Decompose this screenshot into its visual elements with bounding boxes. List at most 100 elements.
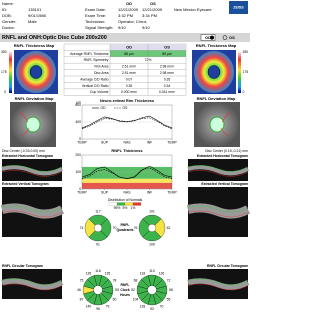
clinic: New Mexico Eyecare — [174, 7, 212, 12]
sector-value: 55 — [167, 297, 171, 301]
disc — [29, 65, 43, 79]
scale-label: 0 — [243, 90, 245, 94]
label: DOB: — [2, 13, 12, 18]
series-line — [81, 167, 173, 180]
tomogram-layer — [187, 283, 249, 291]
column-header: OD — [126, 45, 132, 50]
x-tick-label: INF — [147, 140, 152, 144]
sector-value: 135 — [86, 271, 92, 275]
legend-label: OD — [101, 106, 107, 110]
tomogram-layer — [1, 283, 63, 291]
cell: 0.34 — [164, 84, 171, 88]
sector-value: 126 — [159, 271, 165, 275]
normative-band — [82, 182, 172, 189]
normative-band — [82, 155, 172, 167]
sector-value: 60 — [113, 297, 117, 301]
tomogram-layer — [0, 203, 65, 219]
panel-title: Extracted Vertical Tomogram — [2, 182, 49, 186]
chart-title: RNFL Thickness — [111, 148, 143, 153]
scale-label: 175 — [243, 70, 249, 74]
panel-title: RNFL Thickness Map — [196, 43, 237, 48]
patient-info: Name: ID: 135101 DOB: 9/01/1986 Gender: … — [2, 1, 47, 30]
value: 12/21/2009 — [118, 7, 139, 12]
panel-title: RNFL Deviation Map — [15, 96, 54, 101]
report: Name: ID: 135101 DOB: 9/01/1986 Gender: … — [0, 1, 250, 311]
cell: 0.000 mm³ — [121, 90, 138, 94]
eye-icon — [222, 35, 228, 40]
x-tick-label: TEMP — [77, 140, 87, 144]
x-tick-label: INF — [147, 190, 152, 194]
normative-band — [82, 166, 172, 179]
sector-value: 92 — [150, 307, 154, 311]
value: Operator, Cirrus — [118, 19, 146, 24]
sector-value: 117 — [95, 209, 101, 213]
disc — [207, 65, 221, 79]
sector — [138, 218, 153, 238]
label: Technician: — [85, 19, 105, 24]
x-tick-label: NAS — [124, 190, 132, 194]
tomogram-layer — [1, 165, 63, 176]
label: Doctor: — [2, 25, 15, 30]
exam-info: OD OS Exam Date: 12/21/2009 12/21/2009 E… — [85, 1, 212, 30]
y-tick-label: 0 — [79, 137, 81, 141]
cell: 2.51 mm² — [122, 71, 137, 75]
sector-value: 70 — [160, 304, 164, 308]
eye-label: OS — [150, 1, 156, 6]
panel-title: RNFL Deviation Map — [197, 96, 236, 101]
panel-title: Extracted Horizontal Tomogram — [197, 154, 248, 158]
row-label: Average C/D Ratio — [80, 77, 108, 81]
value: 3:32 PM — [118, 13, 133, 18]
color-bar — [9, 51, 12, 93]
normative-band — [82, 178, 172, 183]
value: 12/21/2009 — [142, 7, 163, 12]
vessel — [19, 111, 30, 137]
y-tick-label: 0 — [79, 187, 81, 191]
x-tick-label: TEMP — [167, 140, 177, 144]
cell: 2.98 mm² — [160, 65, 175, 69]
sector-value: 74 — [80, 226, 84, 230]
sector-value: 91 — [96, 242, 100, 246]
cell: 0.07 — [126, 77, 133, 81]
tomogram-layer — [186, 203, 250, 219]
y-tick-label: 800 — [75, 103, 81, 107]
eye-label: OS — [229, 35, 235, 40]
sector-value: 128 — [140, 304, 146, 308]
column-header: OS — [164, 45, 170, 50]
disc — [25, 116, 41, 133]
label: Exam Date: — [85, 7, 106, 12]
label: Name: — [2, 1, 14, 6]
value: 9/10 — [142, 25, 151, 30]
sector-value: 72 — [167, 278, 171, 282]
row-label: Rim Area — [95, 65, 109, 69]
scale-label: 350 — [1, 50, 7, 54]
tomogram-layer — [187, 205, 249, 213]
tomogram-layer — [1, 165, 63, 172]
sector-value: 104 — [133, 297, 139, 301]
sector-value: 75 — [80, 278, 84, 282]
legend-title: Distribution of Normals — [108, 198, 143, 202]
series-line — [81, 117, 173, 130]
tomogram-layer — [1, 205, 63, 213]
panel-title: RNFL Circular Tomogram — [2, 264, 43, 268]
tomogram-layer — [187, 170, 249, 177]
panel-title: RNFL Thickness Map — [14, 43, 55, 48]
normals-legend: 95% 5% 1% — [108, 202, 142, 210]
color-bar — [238, 51, 241, 93]
sector-value: 109 — [149, 242, 155, 246]
charts: Neuro-retinal Rim Thickness 0 400 800 TEMP SU… — [75, 98, 177, 194]
sector-value: 110 — [149, 269, 155, 273]
cell: 0.35 — [164, 77, 171, 81]
disc-center: Disc Center (-0.03,0.00) mm — [2, 149, 45, 153]
sector-value: 78 — [113, 278, 117, 282]
dial-center — [147, 285, 157, 295]
disc — [209, 116, 225, 133]
tomogram-layer — [187, 165, 249, 176]
report-title: RNFL and ONH:Optic Disc Cube 200x200 — [2, 35, 107, 41]
eye-box — [200, 34, 216, 41]
value: 9/01/1986 — [28, 13, 47, 18]
row-label: Vertical C/D Ratio — [82, 84, 109, 88]
cell: 2.51 mm² — [122, 65, 137, 69]
row-label: Disc Area — [94, 71, 109, 75]
cell: 85 µm — [162, 52, 172, 56]
disc-center: Disc Center (0.15,-0.21) mm — [205, 149, 248, 153]
